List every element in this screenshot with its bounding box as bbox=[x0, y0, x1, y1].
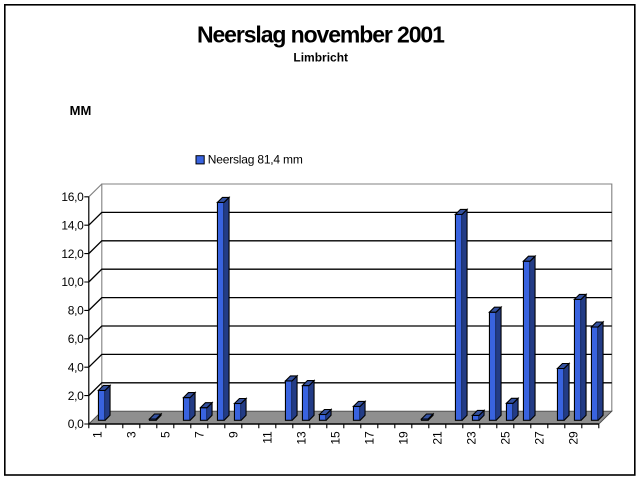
svg-text:0,0: 0,0 bbox=[68, 417, 84, 431]
svg-text:6,0: 6,0 bbox=[68, 332, 84, 346]
svg-text:1: 1 bbox=[91, 431, 105, 438]
svg-text:19: 19 bbox=[397, 431, 411, 445]
svg-text:9: 9 bbox=[227, 431, 241, 438]
svg-text:21: 21 bbox=[431, 431, 445, 445]
svg-text:25: 25 bbox=[499, 431, 513, 445]
svg-text:3: 3 bbox=[125, 431, 139, 438]
svg-text:29: 29 bbox=[567, 431, 581, 445]
svg-text:13: 13 bbox=[295, 431, 309, 445]
svg-text:14,0: 14,0 bbox=[61, 218, 84, 232]
svg-text:Neerslag november 2001: Neerslag november 2001 bbox=[197, 22, 445, 48]
svg-text:12,0: 12,0 bbox=[61, 247, 84, 261]
svg-text:4,0: 4,0 bbox=[68, 360, 84, 374]
svg-text:15: 15 bbox=[329, 431, 343, 445]
svg-text:10,0: 10,0 bbox=[61, 275, 84, 289]
svg-text:11: 11 bbox=[261, 431, 275, 444]
svg-text:2,0: 2,0 bbox=[68, 389, 84, 403]
svg-text:23: 23 bbox=[465, 431, 479, 445]
svg-text:7: 7 bbox=[193, 431, 207, 438]
svg-text:8,0: 8,0 bbox=[68, 304, 84, 318]
svg-text:Limbricht: Limbricht bbox=[293, 51, 348, 65]
svg-text:27: 27 bbox=[533, 431, 547, 445]
svg-text:Neerslag 81,4 mm: Neerslag 81,4 mm bbox=[208, 152, 303, 166]
svg-text:MM: MM bbox=[70, 103, 92, 118]
svg-text:16,0: 16,0 bbox=[61, 190, 84, 204]
svg-text:5: 5 bbox=[159, 431, 173, 438]
svg-text:17: 17 bbox=[363, 431, 377, 445]
